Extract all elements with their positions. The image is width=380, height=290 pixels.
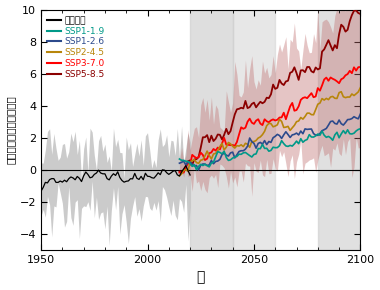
Bar <box>318 10 360 250</box>
Bar <box>233 10 275 250</box>
X-axis label: 年: 年 <box>196 271 205 284</box>
Y-axis label: 全球陸地降水變化（％）: 全球陸地降水變化（％） <box>6 95 16 164</box>
Bar <box>190 10 233 250</box>
Legend: 歷史模擬, SSP1-1.9, SSP1-2.6, SSP2-4.5, SSP3-7.0, SSP5-8.5: 歷史模擬, SSP1-1.9, SSP1-2.6, SSP2-4.5, SSP3… <box>46 14 107 81</box>
